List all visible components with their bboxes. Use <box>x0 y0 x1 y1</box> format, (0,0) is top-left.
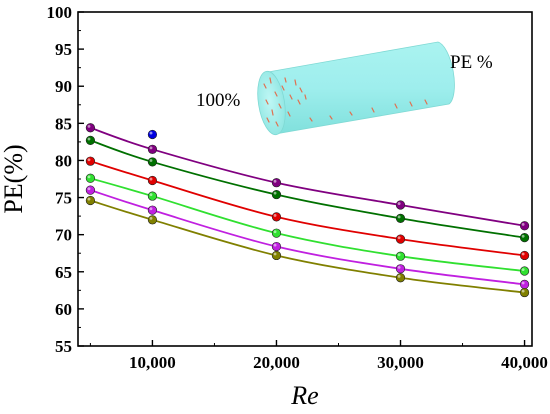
data-point-highlight <box>149 159 153 162</box>
data-point <box>395 234 406 244</box>
data-point-highlight <box>397 274 401 278</box>
data-point-highlight <box>273 230 277 234</box>
data-point <box>519 250 530 261</box>
annotation-100-percent: 100% <box>196 90 241 111</box>
data-point <box>147 144 158 154</box>
x-tick-label: 30,000 <box>377 353 424 372</box>
data-point-highlight <box>521 252 525 256</box>
data-point <box>85 185 96 195</box>
x-tick-label: 10,000 <box>129 353 176 372</box>
series-line-3 <box>90 177 525 272</box>
y-tick-label: 80 <box>55 151 72 170</box>
x-tick-label: 40,000 <box>501 353 548 372</box>
annotation-pe-percent: PE % <box>450 52 493 73</box>
data-point-highlight <box>521 268 525 272</box>
data-point-highlight <box>273 214 277 217</box>
x-axis: 10,000 20,000 30,000 40,000 <box>89 340 548 372</box>
y-tick-label: 60 <box>55 300 72 319</box>
data-point <box>85 156 96 166</box>
data-point <box>519 279 530 289</box>
data-point-highlight <box>397 253 401 257</box>
data-point-highlight <box>87 137 91 141</box>
data-point-highlight <box>273 243 277 247</box>
y-tick-label: 95 <box>55 40 72 59</box>
series-line-0 <box>90 126 525 227</box>
data-point-highlight <box>149 217 153 220</box>
data-point-highlight <box>87 175 91 179</box>
data-point <box>85 135 96 146</box>
data-point <box>85 123 96 133</box>
y-tick-label: 85 <box>55 114 72 133</box>
data-point-highlight <box>521 234 525 238</box>
data-point-highlight <box>87 158 91 162</box>
data-point-highlight <box>521 222 525 226</box>
data-point-highlight <box>521 289 525 293</box>
data-point <box>395 200 406 210</box>
x-tick-label: 20,000 <box>253 353 300 372</box>
extra-data-point <box>147 129 158 140</box>
y-tick-label: 65 <box>55 263 72 282</box>
data-point-highlight <box>397 266 401 269</box>
data-point-highlight <box>397 236 401 240</box>
data-point-highlight <box>149 207 153 211</box>
y-tick-label: 75 <box>55 189 72 208</box>
series-line-1 <box>90 139 525 239</box>
data-point <box>271 212 282 222</box>
y-tick-label: 90 <box>55 77 72 96</box>
data-point <box>395 251 406 261</box>
y-axis: 55 60 65 70 75 80 85 90 95 100 <box>47 3 84 356</box>
data-point-highlight <box>149 193 153 197</box>
data-point-highlight <box>397 202 401 205</box>
data-point <box>271 241 282 252</box>
series-line-5 <box>90 199 525 294</box>
data-point-highlight <box>87 187 91 191</box>
data-point <box>271 189 282 200</box>
data-point-highlight <box>397 215 401 219</box>
cylinder-illustration <box>257 41 455 136</box>
y-axis-title: PE(%) <box>0 144 28 213</box>
data-point <box>395 213 406 223</box>
data-point-highlight <box>273 191 277 195</box>
data-point <box>147 191 158 201</box>
data-point-highlight <box>87 124 91 128</box>
data-point <box>395 273 406 283</box>
data-point <box>85 195 96 206</box>
data-point <box>519 287 530 298</box>
data-point <box>271 178 282 188</box>
series-line-4 <box>90 189 525 286</box>
x-axis-title: Re <box>290 381 318 410</box>
data-point-highlight <box>273 252 277 256</box>
data-point <box>519 233 530 243</box>
data-point-highlight <box>87 197 91 201</box>
data-point-highlight <box>149 177 153 181</box>
data-point-highlight <box>149 131 153 135</box>
particle-dashes <box>263 77 428 127</box>
data-point <box>147 175 158 186</box>
series-markers <box>85 123 530 298</box>
y-tick-label: 55 <box>55 337 72 356</box>
data-point-highlight <box>521 281 525 285</box>
data-point <box>147 215 158 225</box>
data-point <box>85 173 96 183</box>
series-curves <box>90 126 525 294</box>
data-point-highlight <box>149 146 153 150</box>
data-point <box>519 221 530 231</box>
data-point <box>271 250 282 261</box>
y-tick-label: 70 <box>55 226 72 245</box>
data-point <box>271 228 282 238</box>
data-point <box>147 157 158 167</box>
series-line-2 <box>90 160 525 257</box>
data-point <box>519 266 530 276</box>
data-point <box>395 264 406 274</box>
data-point-highlight <box>273 179 277 183</box>
y-tick-label: 100 <box>47 3 73 22</box>
data-point <box>147 205 158 215</box>
